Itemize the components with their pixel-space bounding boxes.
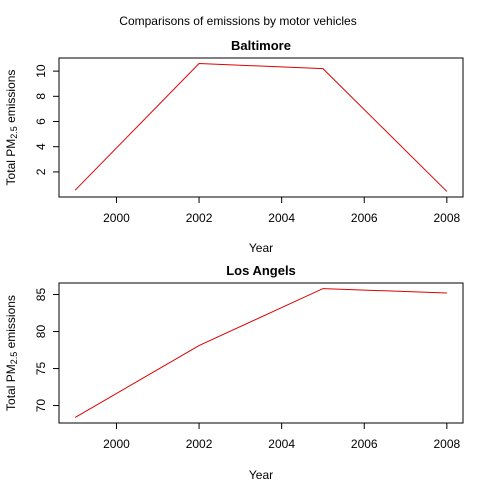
plot-frame xyxy=(58,57,464,198)
y-tick-label: 10 xyxy=(34,64,48,78)
chart-panel-2: Los Angels 2000 2002 2004 2006 2008 70 75 80 85 Ye… xyxy=(4,263,464,480)
x-tick-label: 2002 xyxy=(186,437,213,451)
x-tick-label: 2002 xyxy=(186,211,213,225)
y-axis-label-suffix: emissions xyxy=(4,295,18,352)
panel-title: Baltimore xyxy=(231,38,291,53)
x-axis-label: Year xyxy=(249,468,273,480)
chart-panel-1: Baltimore 2000 2002 2004 2006 2008 2 4 6 8 10 Year T… xyxy=(4,38,464,255)
panel-title: Los Angels xyxy=(226,263,296,278)
y-tick-label: 4 xyxy=(34,143,48,150)
y-axis-label-subscript: 2.5 xyxy=(9,126,19,139)
y-axis-label-prefix: Total PM xyxy=(4,139,18,186)
panels: Baltimore 2000 2002 2004 2006 2008 2 4 6 8 10 Year T… xyxy=(4,38,464,480)
x-tick-label: 2008 xyxy=(433,211,460,225)
series-line-1 xyxy=(74,288,447,418)
y-axis-label: Total PM2.5 emissions xyxy=(4,70,19,186)
y-axis-label-prefix: Total PM xyxy=(4,364,18,411)
x-axis-label: Year xyxy=(249,241,273,255)
y-tick-label: 2 xyxy=(34,168,48,175)
y-tick-label: 85 xyxy=(34,288,48,302)
x-tick-label: 2006 xyxy=(351,437,378,451)
plot-frame xyxy=(58,282,464,424)
y-tick-label: 75 xyxy=(34,362,48,376)
figure-title: Comparisons of emissions by motor vehicl… xyxy=(119,14,356,28)
x-tick-label: 2000 xyxy=(103,437,130,451)
y-tick-label: 70 xyxy=(34,399,48,413)
x-tick-label: 2004 xyxy=(268,211,295,225)
y-axis-label: Total PM2.5 emissions xyxy=(4,295,19,411)
y-tick-label: 80 xyxy=(34,325,48,339)
series-line-1 xyxy=(74,63,448,192)
x-tick-label: 2006 xyxy=(351,211,378,225)
x-tick-label: 2008 xyxy=(433,437,460,451)
x-tick-label: 2004 xyxy=(268,437,295,451)
y-axis-label-subscript: 2.5 xyxy=(9,352,19,365)
y-tick-label: 8 xyxy=(34,93,48,100)
y-axis-label-suffix: emissions xyxy=(4,70,18,127)
y-tick-label: 6 xyxy=(34,118,48,125)
x-tick-label: 2000 xyxy=(103,211,130,225)
